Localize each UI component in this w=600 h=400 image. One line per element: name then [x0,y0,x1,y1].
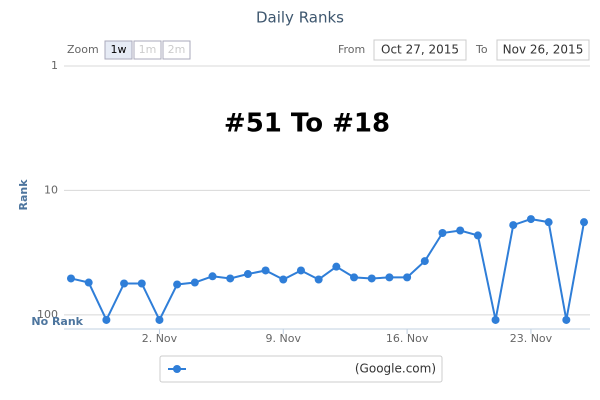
point [243,270,252,279]
zoom-button[interactable] [162,40,191,60]
point [120,279,129,288]
point [509,221,518,230]
point [155,315,164,324]
point [314,275,323,284]
point [67,274,75,283]
point [102,315,111,324]
point [190,278,199,287]
point [456,226,465,235]
point [367,274,376,283]
point [332,262,341,271]
x-tick-label: 16. Nov [386,332,429,345]
y-tick-label: 10 [44,183,58,196]
point [350,273,359,282]
point [544,218,553,227]
point [84,278,93,287]
zoom-button-label[interactable]: 1w [111,43,127,56]
x-tick-label: 9. Nov [266,332,302,345]
y-tick-label: 100 [37,308,58,321]
point [385,273,394,282]
point [173,280,182,289]
point [438,229,447,238]
point [208,272,217,281]
y-axis-label: Rank [17,179,30,211]
to-input[interactable] [496,39,590,61]
point [279,275,288,284]
point [296,266,305,275]
point [580,218,589,227]
series-line [70,218,585,323]
rank-change: #51 To #18 [224,109,390,139]
from-input[interactable] [373,39,467,61]
chart-title: Daily Ranks [256,9,344,27]
y-tick-label: 1 [51,59,58,72]
zoom-label: Zoom [67,43,99,56]
point [491,315,500,324]
to-date[interactable]: Nov 26, 2015 [503,43,584,57]
x-tick-label: 2. Nov [142,332,178,345]
point [473,231,482,240]
zoom-button[interactable] [104,40,133,60]
point [226,274,235,283]
point [562,315,571,324]
point [420,257,429,266]
legend [159,355,443,383]
point [261,266,270,275]
to-label: To [475,43,488,56]
zoom-button[interactable] [133,40,162,60]
point [403,273,412,282]
zoom-button-label[interactable]: 2m [168,43,186,56]
zoom-button-label[interactable]: 1m [139,43,157,56]
from-label: From [338,43,365,56]
point [526,215,535,224]
x-tick-label: 23. Nov [510,332,553,345]
legend-marker[interactable] [173,365,181,373]
legend-label[interactable]: (Google.com) [355,362,436,376]
from-date[interactable]: Oct 27, 2015 [381,43,459,57]
y-tick-label: No Rank [31,315,83,328]
point [137,279,146,288]
